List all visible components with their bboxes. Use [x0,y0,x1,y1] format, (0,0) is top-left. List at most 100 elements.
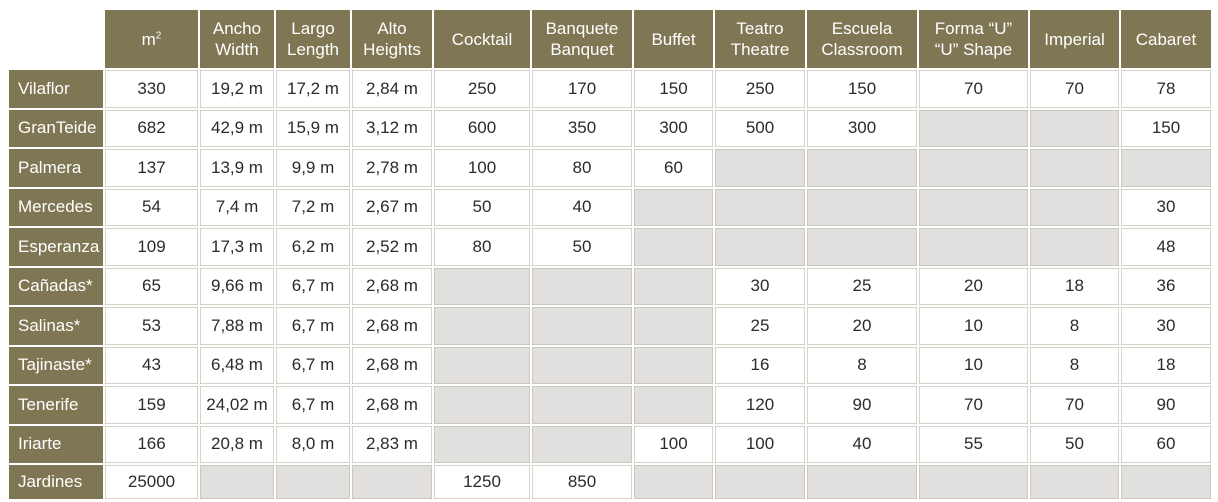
room-capacity-table: m2 Ancho Width Largo Length Alto Heights Cockta… [7,8,1213,501]
empty-cell [713,147,807,189]
table-cell: 9,66 m [198,265,276,307]
table-cell: 80 [432,226,532,268]
table-cell: 54 [103,186,200,228]
table-cell: 10 [917,305,1030,347]
empty-cell [530,305,634,347]
empty-cell [917,147,1030,189]
table-cell: 20,8 m [198,423,276,465]
row-header-room-name: Mercedes [7,186,105,228]
table-row: Mercedes 54 7,4 m 7,2 m 2,67 m 50 40 30 [7,186,1213,228]
table-cell: 50 [432,186,532,228]
table-cell: 48 [1119,226,1213,268]
table-cell: 42,9 m [198,107,276,149]
column-header-line2: Banquet [550,40,614,59]
table-cell: 36 [1119,265,1213,307]
column-header-line2: Width [215,40,259,59]
table-row: Vilaflor 330 19,2 m 17,2 m 2,84 m 250 170 150 25… [7,68,1213,110]
table-cell: 6,7 m [274,384,352,426]
table-cell: 25 [713,305,807,347]
table-cell: 2,68 m [350,265,434,307]
row-header-room-name: Vilaflor [7,68,105,110]
column-header-line1: Largo [291,19,335,38]
table-cell: 90 [805,384,919,426]
empty-cell [805,147,919,189]
table-cell: 70 [1028,384,1121,426]
table-cell: 16 [713,344,807,386]
table-cell: 25 [805,265,919,307]
table-cell: 30 [713,265,807,307]
table-cell: 100 [632,423,715,465]
column-header: Alto Heights [350,8,434,70]
table-cell: 6,2 m [274,226,352,268]
empty-cell [805,186,919,228]
empty-cell [632,186,715,228]
table-cell: 109 [103,226,200,268]
table-cell: 80 [530,147,634,189]
empty-cell [1119,147,1213,189]
table-cell: 17,2 m [274,68,352,110]
table-cell: 24,02 m [198,384,276,426]
table-cell: 330 [103,68,200,110]
table-cell: 7,88 m [198,305,276,347]
table-cell: 2,78 m [350,147,434,189]
table-cell: 40 [805,423,919,465]
table-cell: 850 [530,463,634,501]
table-cell: 2,68 m [350,384,434,426]
empty-cell [530,423,634,465]
empty-cell [432,265,532,307]
table-cell: 600 [432,107,532,149]
column-header-line1: Alto [377,19,407,38]
table-cell: 2,68 m [350,305,434,347]
column-header-line1: Imperial [1044,29,1105,49]
table-cell: 6,48 m [198,344,276,386]
table-cell: 3,12 m [350,107,434,149]
table-cell: 250 [713,68,807,110]
table-cell: 90 [1119,384,1213,426]
column-header: m2 [103,8,200,70]
table-cell: 65 [103,265,200,307]
table-cell: 70 [917,68,1030,110]
header-row: m2 Ancho Width Largo Length Alto Heights Cockta… [7,8,1213,70]
table-cell: 30 [1119,186,1213,228]
table-cell: 10 [917,344,1030,386]
empty-cell [198,463,276,501]
empty-cell [917,107,1030,149]
empty-cell [805,226,919,268]
empty-cell [632,463,715,501]
table-cell: 6,7 m [274,265,352,307]
table-cell: 6,7 m [274,305,352,347]
table-cell: 8 [1028,344,1121,386]
empty-cell [632,344,715,386]
table-cell: 159 [103,384,200,426]
table-cell: 150 [632,68,715,110]
empty-cell [632,226,715,268]
table-cell: 1250 [432,463,532,501]
table-row: Jardines 25000 1250 850 [7,463,1213,501]
column-header: Cocktail [432,8,532,70]
table-row: Iriarte 166 20,8 m 8,0 m 2,83 m 100 100 40 55 50 6… [7,423,1213,465]
table-cell: 50 [530,226,634,268]
table-cell: 18 [1119,344,1213,386]
column-header-line2: Classroom [821,40,903,59]
column-header-line2: Heights [363,40,421,59]
header-corner [7,8,105,70]
table-cell: 682 [103,107,200,149]
table-cell: 350 [530,107,634,149]
table-cell: 8 [1028,305,1121,347]
column-header: Buffet [632,8,715,70]
table-cell: 13,9 m [198,147,276,189]
column-header: Imperial [1028,8,1121,70]
column-header-line1: Escuela [831,19,893,38]
table-cell: 500 [713,107,807,149]
table-cell: 137 [103,147,200,189]
empty-cell [432,305,532,347]
table-cell: 166 [103,423,200,465]
column-header-line1: Cabaret [1135,29,1197,49]
empty-cell [1119,463,1213,501]
table-cell: 17,3 m [198,226,276,268]
table-cell: 20 [917,265,1030,307]
table-cell: 2,83 m [350,423,434,465]
row-header-room-name: Iriarte [7,423,105,465]
row-header-room-name: Jardines [7,463,105,501]
